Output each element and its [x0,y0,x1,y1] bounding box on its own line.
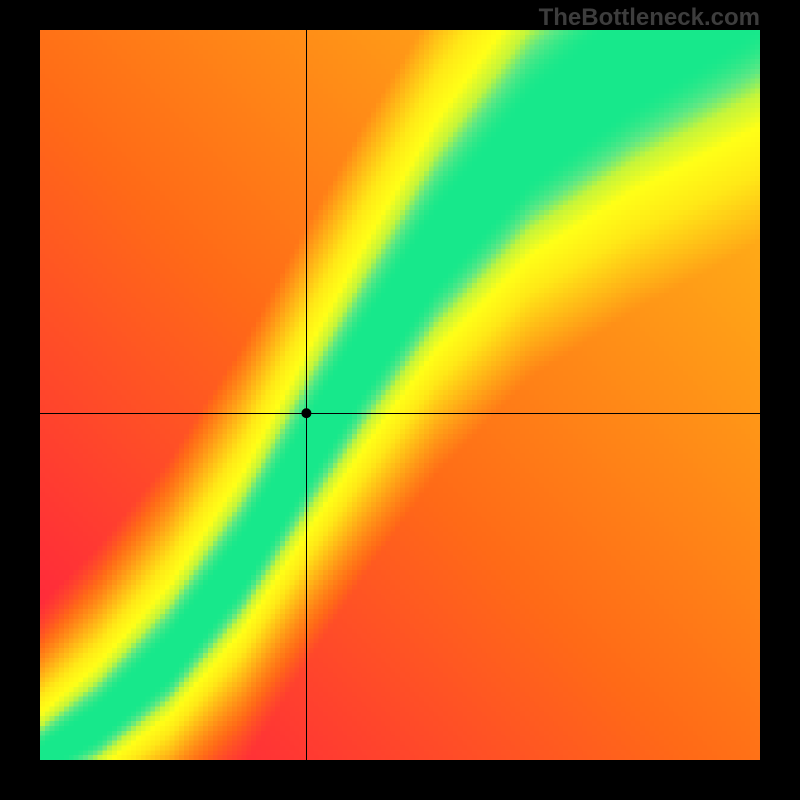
chart-container: TheBottleneck.com [0,0,800,800]
crosshair-overlay [40,30,760,760]
watermark-text: TheBottleneck.com [539,4,760,32]
